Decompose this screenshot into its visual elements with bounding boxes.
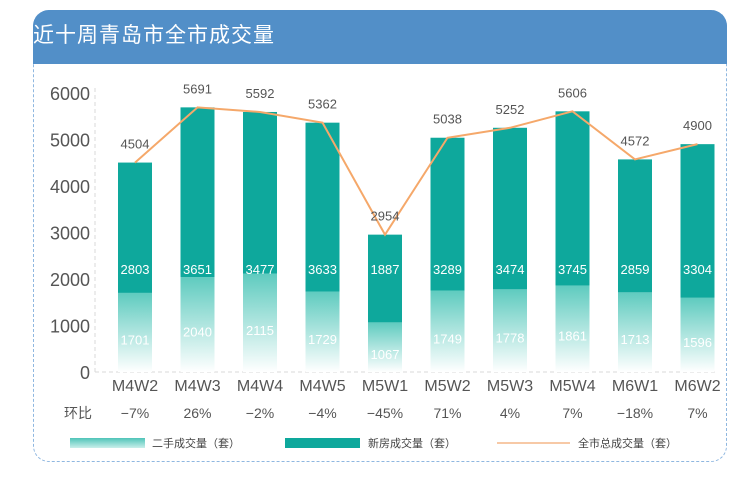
y-tick-label: 6000 — [50, 84, 90, 104]
legend-label-total: 全市总成交量（套） — [578, 436, 677, 450]
bar-new-house — [680, 144, 715, 298]
mom-value: −4% — [308, 405, 336, 421]
bar-new-house — [493, 127, 527, 290]
mom-value: 4% — [500, 405, 520, 421]
y-tick-label: 3000 — [50, 224, 90, 244]
chart-title: 近十周青岛市全市成交量 — [33, 23, 275, 47]
bar-new-house — [243, 111, 277, 274]
bar-new-house — [118, 162, 152, 293]
y-tick-label: 0 — [80, 363, 90, 383]
second-hand-value-label: 2040 — [183, 325, 212, 340]
bar-second-hand — [430, 290, 465, 372]
second-hand-value-label: 1778 — [496, 331, 525, 346]
new-house-value-label: 3651 — [183, 262, 212, 277]
bar-second-hand — [555, 285, 590, 372]
x-category-label: M4W2 — [112, 378, 158, 395]
x-category-label: M5W3 — [487, 378, 533, 395]
total-value-label: 2954 — [371, 209, 400, 224]
new-house-value-label: 3745 — [558, 262, 587, 277]
bar-second-hand — [305, 291, 340, 372]
total-value-label: 4504 — [121, 137, 150, 152]
legend-swatch-new-house — [285, 438, 360, 448]
bar-second-hand — [368, 322, 402, 372]
x-category-label: M5W4 — [549, 378, 595, 395]
total-value-label: 4900 — [683, 118, 712, 133]
mom-value: 7% — [562, 405, 582, 421]
legend-label-second-hand: 二手成交量（套） — [152, 436, 240, 450]
bar-new-house — [368, 234, 402, 323]
y-tick-label: 5000 — [50, 131, 90, 151]
second-hand-value-label: 1067 — [371, 347, 400, 362]
bar-new-house — [430, 137, 465, 291]
legend-label-new-house: 新房成交量（套） — [368, 436, 456, 450]
bar-new-house — [305, 122, 340, 292]
new-house-value-label: 3289 — [433, 262, 462, 277]
new-house-value-label: 3304 — [683, 262, 712, 277]
mom-value: −45% — [367, 405, 403, 421]
mom-value: 26% — [183, 405, 211, 421]
total-value-label: 5362 — [308, 97, 337, 112]
mom-value: −7% — [121, 405, 149, 421]
bar-second-hand — [493, 289, 527, 372]
new-house-value-label: 1887 — [371, 262, 400, 277]
bar-new-house — [618, 159, 652, 293]
new-house-value-label: 3633 — [308, 262, 337, 277]
x-category-label: M4W3 — [174, 378, 220, 395]
bar-new-house — [180, 107, 215, 278]
x-category-label: M5W1 — [362, 378, 408, 395]
new-house-value-label: 3474 — [496, 262, 525, 277]
y-tick-label: 1000 — [50, 317, 90, 337]
mom-label: 环比 — [64, 406, 92, 422]
x-category-label: M5W2 — [424, 378, 470, 395]
total-value-label: 5691 — [183, 81, 212, 96]
legend-swatch-second-hand — [70, 438, 145, 448]
total-value-label: 4572 — [621, 133, 650, 148]
mom-value: −2% — [246, 405, 274, 421]
chart-header — [33, 10, 727, 64]
new-house-value-label: 2803 — [121, 262, 150, 277]
total-value-label: 5592 — [246, 86, 275, 101]
total-value-label: 5252 — [496, 102, 525, 117]
y-tick-label: 4000 — [50, 177, 90, 197]
y-tick-label: 2000 — [50, 270, 90, 290]
second-hand-value-label: 1729 — [308, 332, 337, 347]
second-hand-value-label: 2115 — [246, 323, 274, 338]
second-hand-value-label: 1713 — [621, 332, 650, 347]
bar-second-hand — [243, 273, 277, 372]
mom-value: 7% — [687, 405, 707, 421]
bar-second-hand — [680, 297, 715, 372]
x-category-label: M6W2 — [674, 378, 720, 395]
total-value-label: 5038 — [433, 112, 462, 127]
second-hand-value-label: 1701 — [121, 332, 150, 347]
bar-new-house — [555, 111, 590, 286]
total-value-label: 5606 — [558, 85, 587, 100]
new-house-value-label: 3477 — [246, 262, 275, 277]
bar-second-hand — [618, 292, 652, 372]
mom-value: −18% — [617, 405, 653, 421]
new-house-value-label: 2859 — [621, 262, 650, 277]
second-hand-value-label: 1861 — [558, 329, 587, 344]
bar-second-hand — [118, 292, 152, 372]
second-hand-value-label: 1749 — [433, 331, 462, 346]
x-category-label: M4W4 — [237, 378, 283, 395]
total-line — [134, 106, 698, 237]
mom-value: 71% — [433, 405, 461, 421]
second-hand-value-label: 1596 — [683, 335, 712, 350]
x-category-label: M6W1 — [612, 378, 658, 395]
x-category-label: M4W5 — [299, 378, 345, 395]
bar-second-hand — [180, 277, 215, 372]
